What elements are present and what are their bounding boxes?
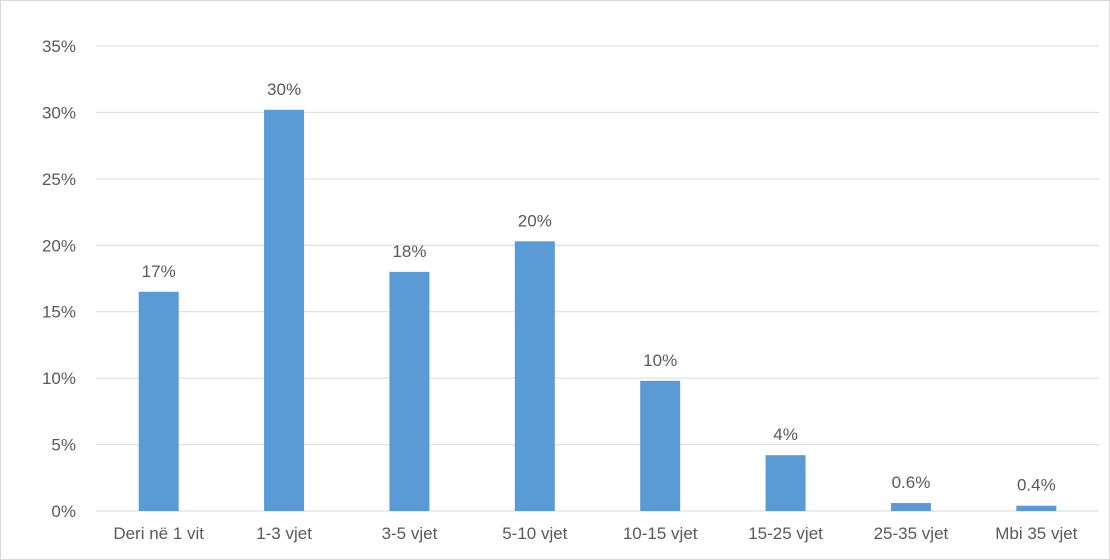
data-label: 4% <box>773 425 798 444</box>
x-category-label: Mbi 35 vjet <box>995 524 1077 543</box>
x-category-label: 15-25 vjet <box>748 524 823 543</box>
data-label: 0.4% <box>1017 476 1056 495</box>
x-category-label: 3-5 vjet <box>382 524 438 543</box>
x-category-label: 10-15 vjet <box>623 524 698 543</box>
x-category-label: Deri në 1 vit <box>113 524 204 543</box>
bar <box>765 455 806 511</box>
y-tick-label: 35% <box>42 37 76 56</box>
bar <box>264 109 305 512</box>
data-label: 0.6% <box>892 473 931 492</box>
y-tick-label: 30% <box>42 103 76 122</box>
x-category-label: 5-10 vjet <box>502 524 567 543</box>
x-category-label: 25-35 vjet <box>874 524 949 543</box>
data-label: 30% <box>267 80 301 99</box>
x-category-label: 1-3 vjet <box>256 524 312 543</box>
bar <box>389 271 430 511</box>
data-label: 20% <box>518 211 552 230</box>
y-tick-label: 25% <box>42 170 76 189</box>
y-tick-label: 10% <box>42 369 76 388</box>
data-label: 18% <box>392 242 426 261</box>
bar <box>890 503 931 511</box>
data-label: 17% <box>142 262 176 281</box>
y-tick-label: 20% <box>42 236 76 255</box>
bar <box>138 291 179 511</box>
data-label: 10% <box>643 351 677 370</box>
bar <box>640 380 681 511</box>
bar <box>514 241 555 512</box>
bar <box>1016 505 1057 511</box>
y-tick-label: 15% <box>42 303 76 322</box>
y-tick-label: 0% <box>51 502 76 521</box>
y-tick-label: 5% <box>51 436 76 455</box>
